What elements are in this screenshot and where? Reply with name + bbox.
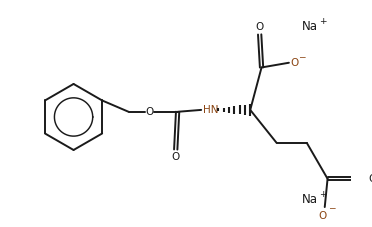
Text: +: + (319, 17, 326, 26)
Text: O: O (319, 210, 327, 221)
Text: +: + (319, 190, 326, 199)
Text: O: O (291, 58, 299, 68)
Text: HN: HN (203, 105, 218, 115)
Text: Na: Na (302, 20, 318, 33)
Text: Na: Na (302, 192, 318, 205)
Text: −: − (328, 203, 335, 212)
Text: O: O (369, 174, 372, 184)
Text: −: − (298, 53, 306, 62)
Text: O: O (171, 152, 180, 162)
Text: O: O (256, 22, 264, 32)
Text: O: O (145, 107, 153, 117)
